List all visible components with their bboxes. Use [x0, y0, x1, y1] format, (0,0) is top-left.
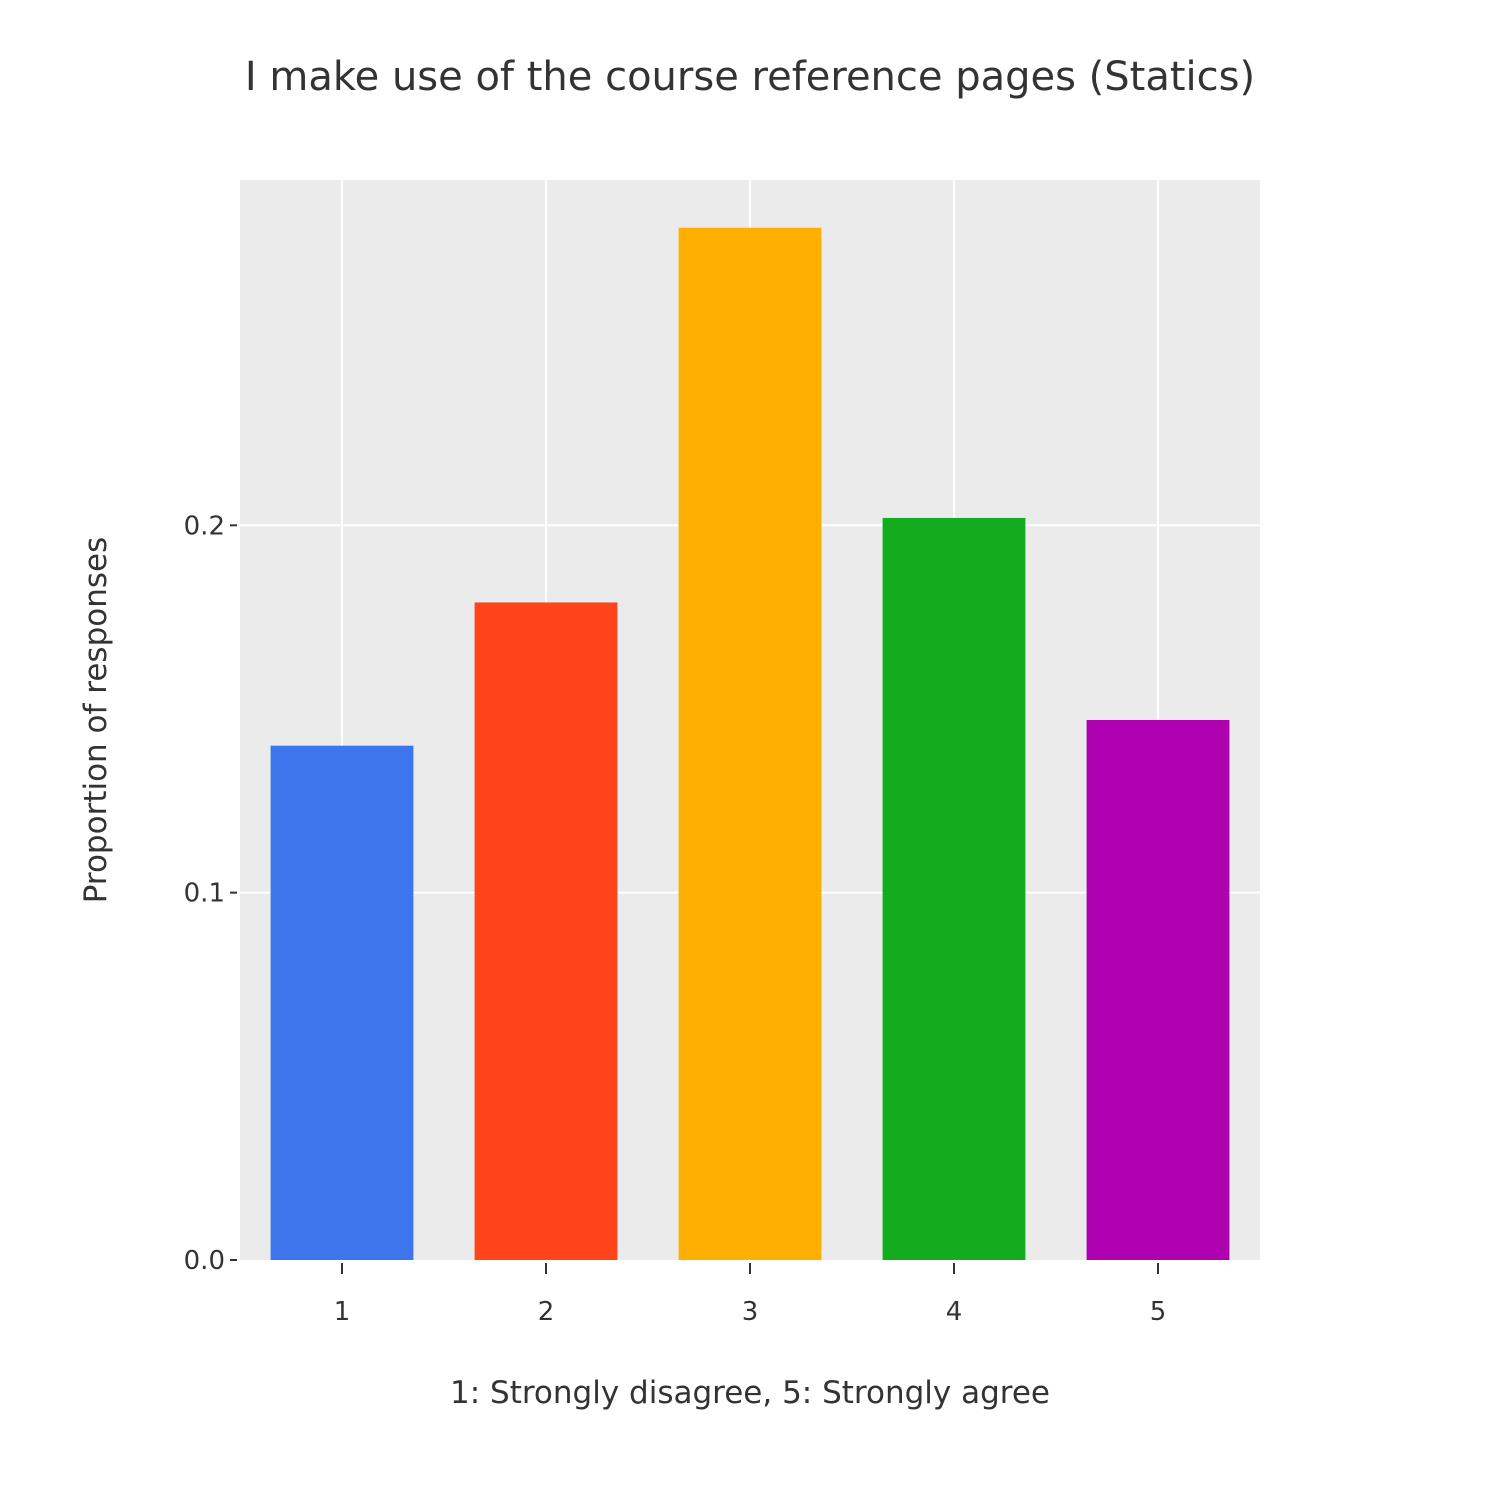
y-axis-title: Proportion of responses [78, 537, 114, 904]
bar-5 [1086, 720, 1230, 1260]
x-tick-label: 4 [946, 1297, 963, 1327]
y-tick-label: 0.1 [184, 879, 225, 909]
y-axis: 0.0 0.1 0.2 [184, 511, 237, 1276]
x-tick-label: 3 [742, 1297, 759, 1327]
bar-4 [882, 517, 1026, 1260]
bar-2 [474, 602, 618, 1260]
x-tick-label: 2 [538, 1297, 555, 1327]
y-tick-label: 0.0 [184, 1246, 225, 1276]
bar-1 [270, 745, 414, 1260]
chart-title: I make use of the course reference pages… [245, 54, 1255, 100]
y-tick-label: 0.2 [184, 511, 225, 541]
x-axis: 1 2 3 4 5 [334, 1263, 1167, 1327]
x-tick-label: 1 [334, 1297, 351, 1327]
bar-3 [678, 227, 822, 1260]
x-tick-label: 5 [1150, 1297, 1167, 1327]
x-axis-title: 1: Strongly disagree, 5: Strongly agree [450, 1375, 1050, 1411]
bars [270, 227, 1230, 1260]
